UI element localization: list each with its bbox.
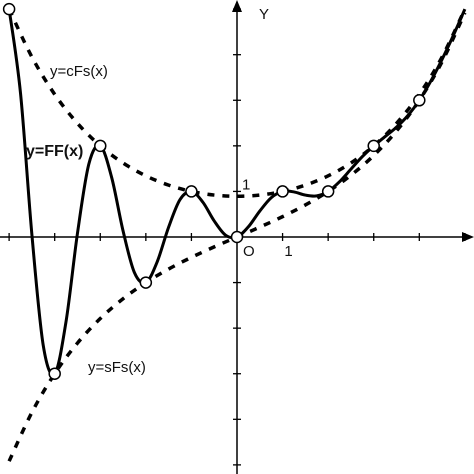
point-marker [321, 185, 335, 198]
dashed-curve [7, 8, 467, 198]
point-marker [276, 185, 289, 198]
point-marker [2, 2, 16, 16]
y-axis-label: Y [259, 6, 269, 23]
y-axis-arrow [232, 0, 242, 12]
x-axis-arrow [462, 232, 474, 242]
point-marker [48, 367, 61, 380]
point-marker [367, 139, 380, 153]
point-marker [185, 185, 198, 198]
curve-label: y=FF(x) [26, 143, 83, 160]
x-tick-label: 1 [284, 243, 292, 260]
curve-label: y=sFs(x) [88, 359, 146, 376]
point-marker [230, 230, 244, 244]
point-marker [94, 139, 107, 153]
point-marker [413, 94, 426, 107]
curve [7, 8, 467, 377]
point-marker [139, 276, 153, 289]
curve-label: y=cFs(x) [50, 63, 108, 80]
origin-label: O [243, 243, 255, 260]
y-tick-label: 1 [242, 176, 250, 193]
